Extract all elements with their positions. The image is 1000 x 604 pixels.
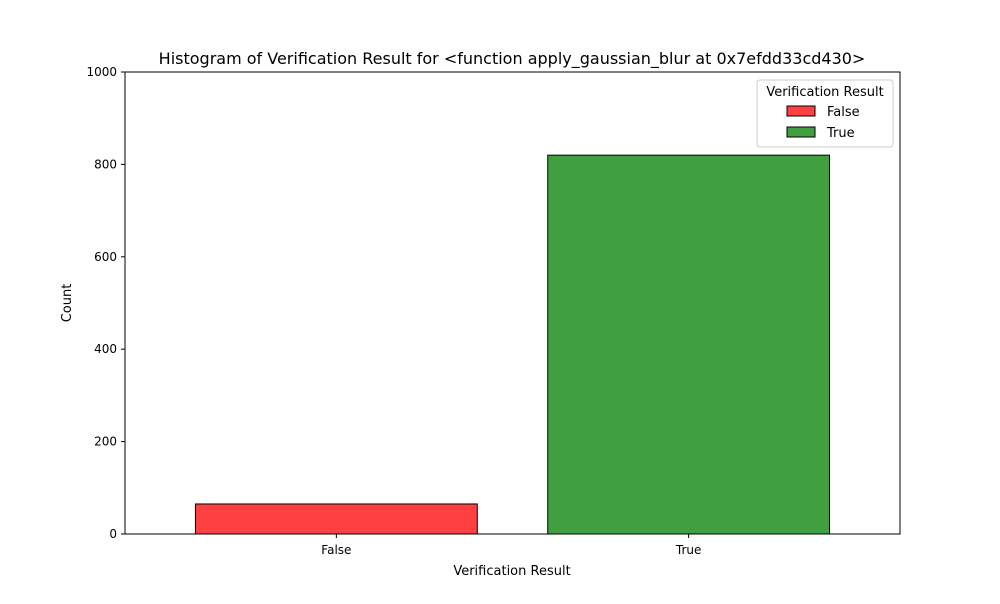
y-tick-label: 400 [94,342,117,356]
x-axis: False True [321,534,701,557]
y-tick-label: 200 [94,435,117,449]
y-tick-label: 800 [94,157,117,171]
y-tick-label: 0 [109,527,117,541]
x-axis-label: Verification Result [453,564,570,579]
y-tick-label: 1000 [86,65,117,79]
legend-label-false: False [827,105,860,120]
y-axis: 0 200 400 600 800 1000 [86,65,125,541]
y-axis-label: Count [60,284,75,323]
legend-title: Verification Result [766,85,883,100]
bars-group [194,154,831,535]
legend-swatch-false [786,105,816,117]
legend-swatch-true [786,126,816,138]
plot-frame [124,71,901,535]
x-tick-label: False [321,543,351,557]
legend-label-true: True [826,126,855,141]
x-tick-label: True [675,543,702,557]
legend: Verification Result False True [756,79,894,148]
bar-false [194,503,478,535]
y-tick-label: 600 [94,250,117,264]
bar-true [547,154,831,535]
chart-title: Histogram of Verification Result for <fu… [159,49,866,69]
